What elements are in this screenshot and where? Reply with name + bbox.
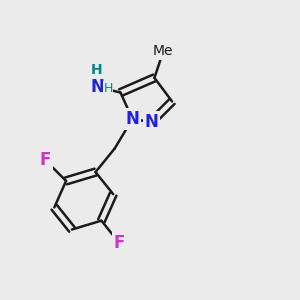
Text: N: N <box>145 113 158 131</box>
Text: N: N <box>90 78 104 96</box>
Text: F: F <box>40 151 51 169</box>
Text: H: H <box>91 64 103 77</box>
Text: N: N <box>125 110 139 128</box>
Text: H: H <box>103 82 113 95</box>
Text: F: F <box>113 234 125 252</box>
Text: Me: Me <box>153 44 173 58</box>
